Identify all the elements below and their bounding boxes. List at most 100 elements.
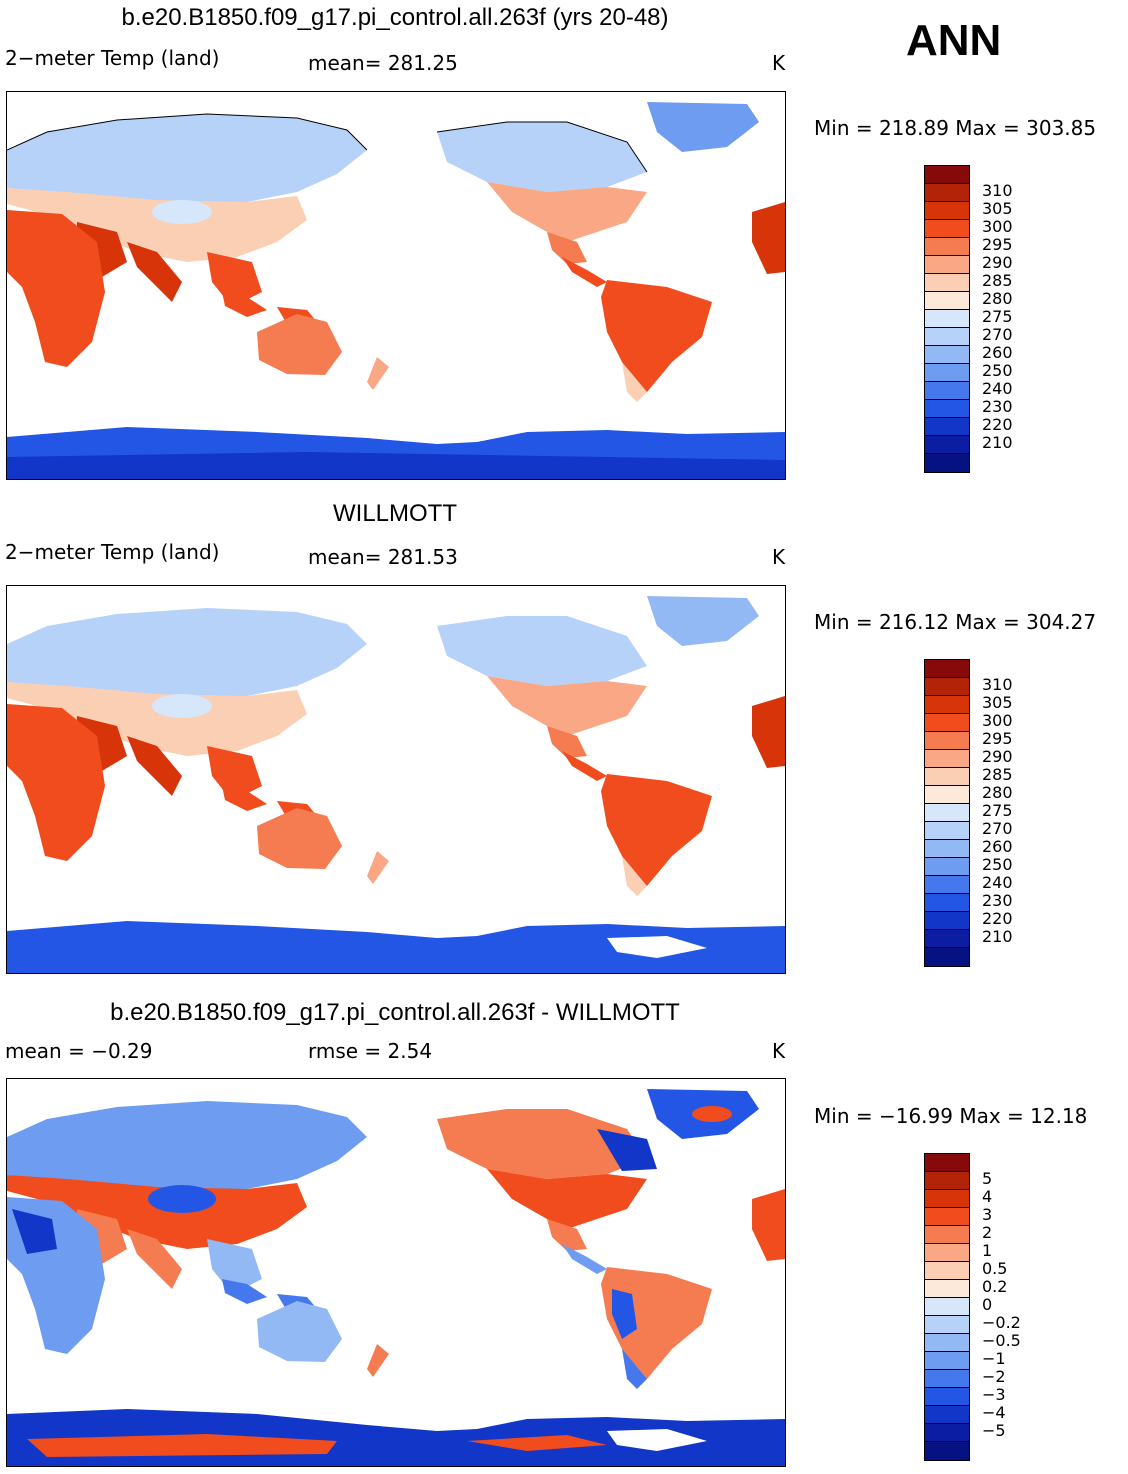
colorbar-swatch — [925, 840, 969, 858]
colorbar-swatch — [925, 220, 969, 238]
colorbar-swatch — [925, 346, 969, 364]
diff-mean-label: mean = −0.29 — [5, 1039, 153, 1063]
colorbar-tick-label: 280 — [982, 289, 1013, 308]
colorbar-swatch — [925, 292, 969, 310]
colorbar-swatch — [925, 1244, 969, 1262]
colorbar-swatch — [925, 696, 969, 714]
colorbar-tick-label: 280 — [982, 783, 1013, 802]
colorbar-tick-label: −1 — [982, 1349, 1006, 1368]
colorbar-swatch — [925, 184, 969, 202]
colorbar-swatch — [925, 400, 969, 418]
difference-map — [6, 1078, 786, 1467]
colorbar-tick-label: 2 — [982, 1223, 993, 1242]
colorbar-swatch — [925, 1280, 969, 1298]
colorbar-swatch — [925, 256, 969, 274]
colorbar-tick-label: 220 — [982, 909, 1013, 928]
colorbar-tick-label: 285 — [982, 765, 1013, 784]
observation-map — [6, 585, 786, 974]
colorbar-tick-label: 270 — [982, 325, 1013, 344]
colorbar-tick-label: 0.5 — [982, 1259, 1008, 1278]
colorbar-tick-label: 290 — [982, 747, 1013, 766]
colorbar-swatch — [925, 1388, 969, 1406]
mean-label: mean= 281.25 — [308, 51, 458, 75]
colorbar-tick-label: 300 — [982, 217, 1013, 236]
colorbar-swatch — [925, 1406, 969, 1424]
colorbar-swatch — [925, 678, 969, 696]
colorbar-tick-label: 5 — [982, 1169, 993, 1188]
temperature-map-graphic — [7, 596, 785, 973]
colorbar-swatch — [925, 1172, 969, 1190]
min-max-label: Min = 216.12 Max = 304.27 — [814, 610, 1097, 634]
colorbar-tick-label: 230 — [982, 397, 1013, 416]
colorbar-swatch — [925, 786, 969, 804]
colorbar-swatch — [925, 1190, 969, 1208]
colorbar-swatch — [925, 660, 969, 678]
colorbar-tick-label: 310 — [982, 181, 1013, 200]
colorbar-swatch — [925, 274, 969, 292]
min-max-label: Min = −16.99 Max = 12.18 — [814, 1104, 1088, 1128]
colorbar-tick-label: 240 — [982, 873, 1013, 892]
colorbar-swatch — [925, 804, 969, 822]
colorbar-swatch — [925, 238, 969, 256]
colorbar-tick-label: 3 — [982, 1205, 993, 1224]
colorbar — [924, 1153, 970, 1461]
colorbar-swatch — [925, 750, 969, 768]
colorbar-tick-label: 275 — [982, 307, 1013, 326]
season-label: ANN — [906, 16, 1002, 65]
model-map — [6, 91, 786, 480]
min-max-label: Min = 218.89 Max = 303.85 — [814, 116, 1097, 140]
colorbar-tick-label: 270 — [982, 819, 1013, 838]
colorbar-tick-label: 295 — [982, 729, 1013, 748]
colorbar-swatch — [925, 1226, 969, 1244]
colorbar-swatch — [925, 310, 969, 328]
colorbar-tick-label: 260 — [982, 343, 1013, 362]
colorbar-swatch — [925, 1424, 969, 1442]
colorbar-tick-label: −0.2 — [982, 1313, 1021, 1332]
colorbar-swatch — [925, 202, 969, 220]
units-label: K — [772, 545, 786, 569]
colorbar-tick-label: 210 — [982, 433, 1013, 452]
colorbar-tick-label: −5 — [982, 1421, 1006, 1440]
panel-title: b.e20.B1850.f09_g17.pi_control.all.263f … — [110, 999, 680, 1026]
colorbar-swatch — [925, 822, 969, 840]
colorbar-tick-label: 310 — [982, 675, 1013, 694]
colorbar-swatch — [925, 382, 969, 400]
colorbar-tick-label: 250 — [982, 855, 1013, 874]
colorbar-tick-label: 240 — [982, 379, 1013, 398]
units-label: K — [772, 1039, 786, 1063]
colorbar-swatch — [925, 1208, 969, 1226]
colorbar-swatch — [925, 912, 969, 930]
colorbar-swatch — [925, 876, 969, 894]
colorbar-swatch — [925, 714, 969, 732]
colorbar-swatch — [925, 894, 969, 912]
colorbar — [924, 165, 970, 473]
difference-map-graphic — [7, 1089, 785, 1466]
colorbar-tick-label: 300 — [982, 711, 1013, 730]
colorbar-swatch — [925, 1316, 969, 1334]
colorbar-tick-label: 210 — [982, 927, 1013, 946]
colorbar-swatch — [925, 858, 969, 876]
colorbar-tick-label: 305 — [982, 199, 1013, 218]
colorbar-swatch — [925, 166, 969, 184]
units-label: K — [772, 51, 786, 75]
panel-title: b.e20.B1850.f09_g17.pi_control.all.263f … — [121, 4, 669, 31]
colorbar-swatch — [925, 1262, 969, 1280]
colorbar-swatch — [925, 948, 969, 966]
colorbar-tick-label: 220 — [982, 415, 1013, 434]
colorbar-tick-label: −0.5 — [982, 1331, 1021, 1350]
colorbar-tick-label: 285 — [982, 271, 1013, 290]
colorbar-swatch — [925, 1370, 969, 1388]
colorbar-tick-label: −4 — [982, 1403, 1006, 1422]
temperature-map-graphic — [7, 102, 785, 479]
colorbar-swatch — [925, 328, 969, 346]
colorbar-tick-label: 230 — [982, 891, 1013, 910]
colorbar-swatch — [925, 1298, 969, 1316]
mean-label: mean= 281.53 — [308, 545, 458, 569]
colorbar-tick-label: 0 — [982, 1295, 993, 1314]
colorbar-tick-label: 290 — [982, 253, 1013, 272]
colorbar-tick-label: −3 — [982, 1385, 1006, 1404]
colorbar-tick-label: 250 — [982, 361, 1013, 380]
variable-label: 2−meter Temp (land) — [5, 46, 220, 70]
colorbar-tick-label: 0.2 — [982, 1277, 1008, 1296]
colorbar-tick-label: 1 — [982, 1241, 993, 1260]
